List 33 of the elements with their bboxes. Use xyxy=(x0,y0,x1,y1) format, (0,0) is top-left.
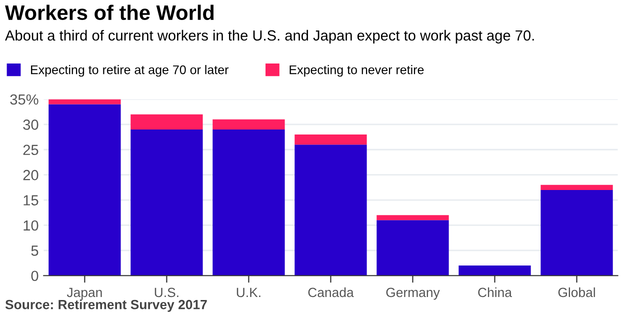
bar xyxy=(540,190,613,276)
x-tick-label: U.S. xyxy=(154,288,178,298)
y-tick-label: 20 xyxy=(23,170,38,180)
y-tick-label: 10 xyxy=(24,220,38,231)
bar xyxy=(48,104,121,276)
chart-title: Workers of the World xyxy=(5,4,214,20)
bar xyxy=(130,129,203,276)
legend-label: Expecting to never retire xyxy=(290,65,424,77)
bar xyxy=(458,266,531,276)
y-tick-label: 30 xyxy=(23,120,38,130)
bar xyxy=(212,119,285,130)
x-tick-label: Japan xyxy=(66,288,102,300)
source-note: Source: Retirement Survey 2017 xyxy=(5,300,207,312)
x-tick-label: Global xyxy=(558,287,595,298)
x-tick-label: U.K. xyxy=(236,288,260,298)
bar xyxy=(48,99,121,104)
y-tick-label: 35% xyxy=(10,94,38,105)
legend-label: Expecting to retire at age 70 or later xyxy=(31,65,229,77)
bar xyxy=(376,220,449,276)
chart-subtitle: About a third of current workers in the U.S. and Japan expect to work past age 70. xyxy=(5,30,534,44)
bar xyxy=(540,184,613,190)
y-tick-label: 25 xyxy=(23,144,38,156)
x-tick-label: China xyxy=(478,287,512,298)
y-tick-label: 0 xyxy=(31,270,38,282)
x-tick-label: Canada xyxy=(308,287,354,298)
bar xyxy=(294,134,367,145)
bar xyxy=(212,129,285,276)
x-tick-label: Germany xyxy=(386,288,440,300)
y-tick-label: 15 xyxy=(24,195,38,206)
bar xyxy=(376,215,449,220)
bar xyxy=(294,144,367,276)
bar xyxy=(130,114,203,130)
y-tick-label: 5 xyxy=(31,246,38,256)
